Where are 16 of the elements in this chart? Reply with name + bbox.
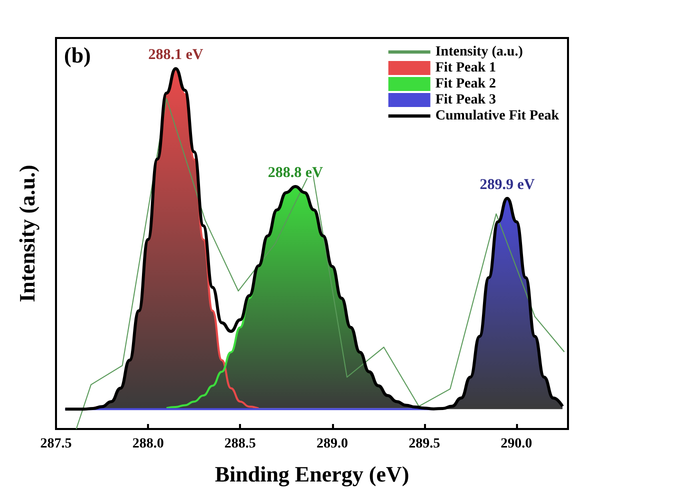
legend-label: Intensity (a.u.) [435, 44, 524, 60]
x-tick-label: 289.0 [316, 436, 348, 452]
x-tick-label: 287.5 [40, 436, 72, 452]
legend-label: Fit Peak 2 [435, 76, 496, 92]
x-tick-label: 290.0 [500, 436, 532, 452]
legend-label: Fit Peak 3 [435, 92, 496, 108]
x-tick-label: 288.0 [132, 436, 164, 452]
legend-label: Fit Peak 1 [435, 60, 496, 76]
x-axis-title: Binding Energy (eV) [214, 462, 410, 486]
annotation: 289.9 eV [480, 176, 535, 193]
annotation: 288.1 eV [148, 47, 204, 64]
x-tick-label: 289.5 [408, 436, 440, 452]
legend-label: Cumulative Fit Peak [435, 108, 560, 124]
y-axis-title: Intensity (a.u.) [14, 164, 40, 302]
x-tick-label: 288.5 [224, 436, 256, 452]
text: (b) [64, 42, 91, 68]
